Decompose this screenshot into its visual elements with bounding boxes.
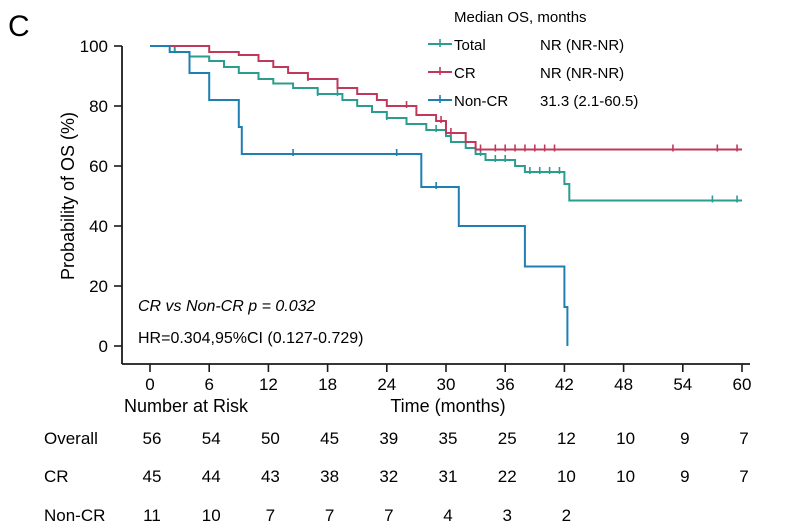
x-tick-label: 36: [496, 375, 515, 394]
risk-value: 39: [379, 429, 398, 448]
risk-value: 31: [439, 467, 458, 486]
hazard-ratio-annotation: HR=0.304,95%CI (0.127-0.729): [138, 330, 363, 347]
risk-value: 45: [143, 467, 162, 486]
x-tick-label: 60: [733, 375, 752, 394]
risk-value: 9: [680, 467, 689, 486]
risk-value: 7: [325, 506, 334, 525]
x-tick-label: 54: [673, 375, 692, 394]
risk-value: 2: [562, 506, 571, 525]
x-tick-label: 42: [555, 375, 574, 394]
x-tick-label: 24: [377, 375, 396, 394]
risk-row-label: Overall: [44, 429, 98, 448]
x-ticks: 0 6 12 18 24 30 36 42 48 54 60: [145, 364, 751, 394]
y-tick-label: 60: [89, 157, 108, 176]
risk-value: 50: [261, 429, 280, 448]
risk-value: 10: [616, 429, 635, 448]
risk-value: 22: [498, 467, 517, 486]
risk-value: 10: [557, 467, 576, 486]
km-curve-non-cr: [150, 45, 569, 346]
risk-value: 56: [143, 429, 162, 448]
risk-table: Overall 56 54 50 45 39 35 25 12 10 9 7CR 45 44 43 38 32 3…: [44, 429, 749, 525]
risk-value: 3: [502, 506, 511, 525]
y-tick-label: 80: [89, 97, 108, 116]
risk-value: 25: [498, 429, 517, 448]
risk-value: 12: [557, 429, 576, 448]
risk-value: 35: [439, 429, 458, 448]
risk-value: 38: [320, 467, 339, 486]
km-curve-cr: [150, 45, 742, 151]
risk-value: 7: [739, 467, 748, 486]
risk-value: 7: [739, 429, 748, 448]
x-tick-label: 48: [614, 375, 633, 394]
risk-value: 44: [202, 467, 221, 486]
legend-median: NR (NR-NR): [540, 65, 624, 82]
legend-header: Median OS, months: [454, 9, 587, 26]
risk-value: 54: [202, 429, 221, 448]
y-ticks: 0 20 40 60 80 100: [80, 37, 122, 356]
x-tick-label: 0: [145, 375, 154, 394]
km-curve-total: [150, 45, 742, 202]
x-tick-label: 18: [318, 375, 337, 394]
legend-label: Non-CR: [454, 93, 508, 110]
x-tick-label: 6: [204, 375, 213, 394]
y-tick-label: 0: [99, 337, 108, 356]
legend-label: CR: [454, 65, 476, 82]
x-axis-title: Time (months): [390, 396, 505, 416]
censor-marks: [292, 74, 738, 203]
risk-value: 45: [320, 429, 339, 448]
risk-value: 10: [616, 467, 635, 486]
risk-table-title: Number at Risk: [124, 396, 249, 416]
legend-median: 31.3 (2.1-60.5): [540, 93, 638, 110]
risk-row-label: Non-CR: [44, 506, 105, 525]
risk-row-label: CR: [44, 467, 69, 486]
panel-label: C: [8, 10, 30, 43]
risk-value: 43: [261, 467, 280, 486]
x-tick-label: 30: [437, 375, 456, 394]
risk-value: 11: [143, 506, 161, 525]
y-tick-label: 20: [89, 277, 108, 296]
risk-value: 7: [384, 506, 393, 525]
legend: Median OS, months Total NR (NR-NR) CR NR (N…: [428, 9, 638, 110]
risk-value: 7: [266, 506, 275, 525]
y-tick-label: 100: [80, 37, 108, 56]
legend-label: Total: [454, 37, 486, 54]
legend-median: NR (NR-NR): [540, 37, 624, 54]
survival-curves: [150, 45, 742, 346]
y-axis-title: Probability of OS (%): [58, 112, 78, 280]
axes: [121, 46, 750, 365]
risk-value: 32: [379, 467, 398, 486]
x-tick-label: 12: [259, 375, 278, 394]
risk-value: 9: [680, 429, 689, 448]
p-value-annotation: CR vs Non-CR p = 0.032: [138, 298, 316, 315]
y-tick-label: 40: [89, 217, 108, 236]
risk-value: 10: [202, 506, 221, 525]
risk-value: 4: [443, 506, 452, 525]
